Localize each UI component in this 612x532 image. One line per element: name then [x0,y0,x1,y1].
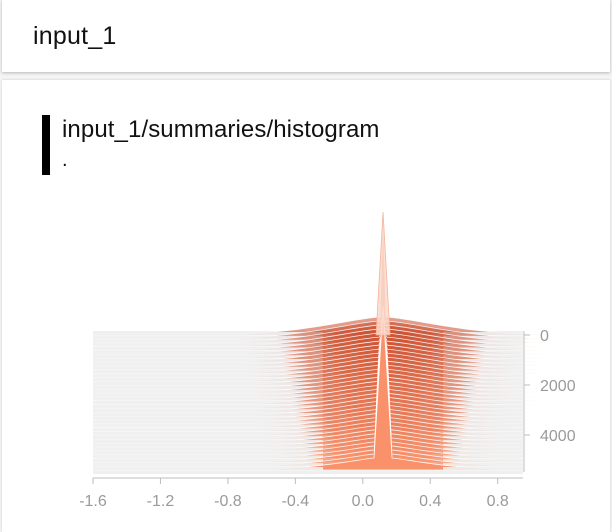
histogram-layer [93,211,564,336]
histogram-tail-left [93,335,324,339]
histogram-tail-left [93,443,324,447]
histogram-tail-right [443,382,523,386]
histogram-tail-left [93,405,324,409]
histogram-tail-left [93,432,324,436]
histogram-tail-right [443,424,523,428]
histogram-tail-right [443,409,523,413]
histogram-tail-left [93,447,324,451]
histogram-tail-right [443,378,523,382]
histogram-tail-right [443,386,523,389]
peak-spike [375,211,391,336]
histogram-tail-left [93,374,324,378]
x-tick-label: -1.6 [79,493,107,510]
histogram-tail-right [443,416,523,420]
histogram-tail-right [443,420,523,424]
x-tick-label: 0.0 [352,493,374,510]
histogram-tail-left [93,362,324,366]
tag-name: input_1/summaries/histogram [62,116,380,143]
histogram-tail-right [443,339,523,343]
histogram-tail-right [443,362,523,366]
histogram-tail-right [443,347,523,351]
histogram-tail-left [93,413,324,416]
histogram-tail-left [93,420,324,424]
histogram-tail-right [443,413,523,416]
x-tick-label: 0.4 [419,493,441,510]
histogram-tail-left [93,366,324,370]
y-axis: 0 2000 4000 [523,328,576,472]
histogram-tail-left [93,436,324,440]
histogram-tail-left [93,347,324,351]
histogram-tail-right [443,459,523,463]
histogram-tail-right [443,370,523,374]
histogram-tail-right [443,355,523,359]
histogram-tail-right [443,335,523,339]
histogram-tail-right [443,405,523,409]
x-tick-label: -1.2 [147,493,175,510]
histogram-tail-right [443,374,523,378]
histogram-tail-left [93,393,324,397]
histogram-tail-right [443,389,523,393]
histogram-tail-right [443,451,523,455]
histogram-tail-left [93,339,324,343]
histogram-tail-left [93,459,324,463]
run-title: input_1 [33,22,117,50]
x-tick-label: -0.8 [214,493,242,510]
y-tick-label: 2000 [540,378,576,395]
histogram-tail-right [443,351,523,355]
histogram-tail-left [93,389,324,393]
histogram-tail-right [443,393,523,397]
x-tick-label: -0.4 [282,493,310,510]
histogram-tail-right [443,428,523,432]
histogram-tail-left [93,463,324,467]
histogram-tail-left [93,416,324,420]
histogram-tail-left [93,382,324,386]
histogram-tail-right [443,432,523,436]
histogram-tail-left [93,378,324,382]
histogram-tail-left [93,386,324,389]
y-tick-label: 4000 [540,428,576,445]
histogram-tail-right [443,332,523,335]
histogram-tail-right [443,447,523,451]
histogram-tail-left [93,401,324,405]
app-header: input_1 [2,0,610,72]
histogram-tail-left [93,359,324,362]
histogram-tail-left [93,355,324,359]
histogram-tail-left [93,424,324,428]
histogram-tail-left [93,440,324,443]
histogram-tail-right [443,366,523,370]
histogram-tail-right [443,467,523,470]
histogram-tail-right [443,343,523,347]
histogram-tail-left [93,451,324,455]
histogram-tail-right [443,463,523,467]
x-axis: -1.6 -1.2 -0.8 -0.4 0.0 0.4 0.8 [79,477,523,510]
histogram-tail-right [443,436,523,440]
histogram-tail-left [93,428,324,432]
x-tick-label: 0.8 [487,493,509,510]
histogram-layers [93,211,564,474]
histogram-tail-left [93,455,324,459]
histogram-tail-left [93,397,324,401]
histogram-tail-left [93,467,324,470]
histogram-tail-left [93,370,324,374]
tag-subtitle: . [62,149,68,171]
histogram-tail-right [443,443,523,447]
histogram-tail-right [443,440,523,443]
tag-indicator-bar [42,115,50,175]
histogram-tail-left [93,351,324,355]
histogram-tail-right [443,359,523,362]
y-tick-label: 0 [540,328,549,345]
histogram-tail-left [93,343,324,347]
histogram-tail-right [443,455,523,459]
histogram-tail-right [443,401,523,405]
histogram-tail-right [443,397,523,401]
histogram-tail-left [93,332,324,335]
histogram-tail-left [93,409,324,413]
